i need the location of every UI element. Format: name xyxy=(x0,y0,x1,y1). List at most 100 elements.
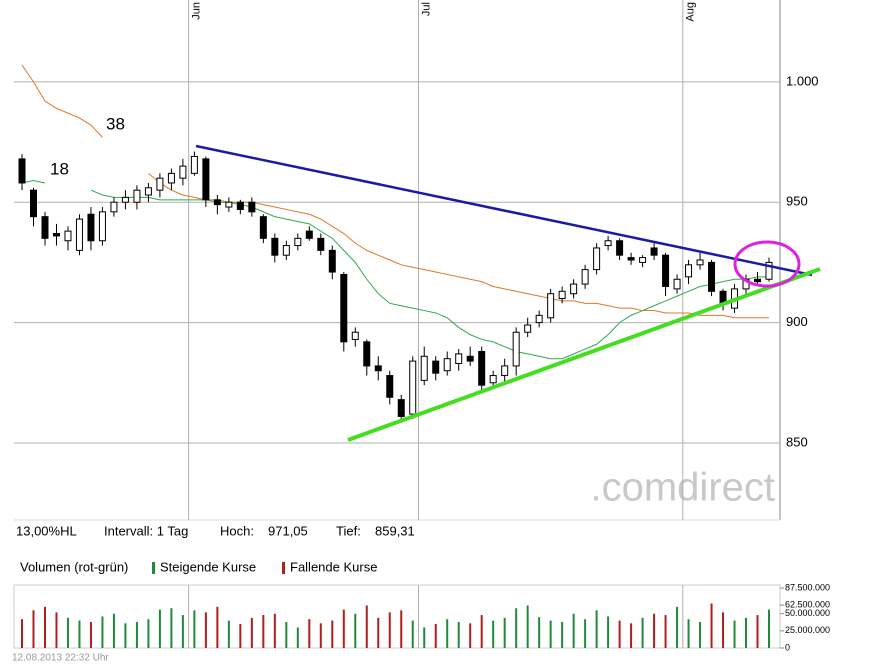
legend-marker xyxy=(152,562,155,574)
volume-bar xyxy=(733,620,736,648)
x-tick-label: Aug xyxy=(685,2,697,22)
candle-body xyxy=(328,249,336,273)
volume-bar xyxy=(388,612,391,648)
series-label: 38 xyxy=(106,114,125,133)
candle-body xyxy=(259,216,267,239)
candle-body xyxy=(397,399,405,417)
candle-body xyxy=(41,216,49,239)
candle-body xyxy=(363,341,371,367)
candle-body xyxy=(294,237,302,247)
candle-body xyxy=(662,254,670,287)
candle-body xyxy=(547,293,555,319)
volume-bar xyxy=(319,623,322,648)
candle-body xyxy=(213,199,221,206)
candle-body xyxy=(29,189,37,218)
candle-body xyxy=(616,240,624,256)
candle-body xyxy=(420,355,428,381)
y-tick-label: 25.000.000 xyxy=(785,625,830,635)
candle-body xyxy=(202,158,210,201)
candle-body xyxy=(708,261,716,292)
volume-bar xyxy=(549,620,552,648)
volume-bar xyxy=(618,620,621,648)
volume-bar xyxy=(89,621,92,648)
candle-body xyxy=(432,360,440,374)
candle-body xyxy=(121,196,129,203)
volume-bar xyxy=(377,617,380,648)
candle-body xyxy=(512,331,520,367)
candle-body xyxy=(64,230,72,242)
volume-bar xyxy=(21,619,23,648)
candle-body xyxy=(754,278,762,283)
candle-body xyxy=(87,213,95,242)
volume-bar xyxy=(147,619,150,648)
volume-bar xyxy=(124,623,127,648)
candle-body xyxy=(179,165,187,179)
volume-bar xyxy=(55,612,58,648)
candle-body xyxy=(351,331,359,340)
candle-body xyxy=(110,201,118,213)
candle-body xyxy=(98,211,106,242)
volume-frame xyxy=(13,584,781,649)
volume-bar xyxy=(365,605,368,648)
volume-bar xyxy=(664,615,667,648)
candle-body xyxy=(443,358,451,372)
resistance-trendline xyxy=(195,144,813,277)
volume-bar xyxy=(595,610,598,648)
volume-bar xyxy=(515,608,518,648)
candle-body xyxy=(570,283,578,295)
candle-body xyxy=(133,189,141,203)
candle-body xyxy=(489,375,497,384)
x-tick-label: Jun xyxy=(191,2,203,20)
candle-body xyxy=(696,259,704,266)
volume-bar xyxy=(756,615,759,648)
y-tick-label: 950 xyxy=(786,194,808,209)
volume-bar xyxy=(469,623,472,648)
volume-bar xyxy=(446,619,449,648)
candle-body xyxy=(340,273,348,343)
footer: 12.08.2013 22:32 Uhr xyxy=(12,653,109,664)
volume-bar xyxy=(273,613,276,648)
y-tick-label: 50.000.000 xyxy=(785,608,830,618)
volume-bar xyxy=(262,615,265,648)
volume-bar xyxy=(250,617,253,648)
candle-body xyxy=(271,237,279,256)
candle-body xyxy=(386,375,394,398)
candle-body xyxy=(455,353,463,365)
y-tick-label: 0 xyxy=(785,642,790,652)
y-tick-label: 62.500.000 xyxy=(785,600,830,610)
candle-body xyxy=(225,201,233,208)
series-label: 18 xyxy=(50,159,69,178)
candle-body xyxy=(673,278,681,290)
volume-bar xyxy=(641,617,644,648)
volume-bar xyxy=(308,619,311,648)
highlight-circle xyxy=(733,240,801,288)
volume-bar xyxy=(112,613,115,648)
volume-bar xyxy=(227,620,230,648)
volume-bar xyxy=(722,612,725,648)
candle-body xyxy=(75,218,83,251)
support-trendline xyxy=(347,267,821,442)
x-tick-label: Jul xyxy=(420,2,432,16)
volume-bar xyxy=(457,621,460,648)
volume-bar xyxy=(331,620,334,648)
volume-bar xyxy=(342,609,345,648)
volume-bar xyxy=(434,624,437,648)
volume-title: Volumen (rot-grün) xyxy=(20,559,128,574)
volume-bar xyxy=(170,608,173,648)
candle-body xyxy=(236,201,244,210)
candle-body xyxy=(18,158,26,184)
candle-body xyxy=(524,324,532,333)
legend-marker xyxy=(282,562,285,574)
y-tick-label: 1.000 xyxy=(786,73,819,88)
volume-bar xyxy=(78,620,81,648)
volume-bar xyxy=(676,606,679,648)
volume-bar xyxy=(480,615,483,648)
volume-bar xyxy=(630,623,633,648)
volume-bar xyxy=(135,621,138,648)
volume-bar xyxy=(699,621,702,648)
volume-bar xyxy=(101,616,104,648)
volume-bar xyxy=(285,621,288,648)
candle-body xyxy=(156,177,164,191)
volume-bar xyxy=(745,617,748,648)
